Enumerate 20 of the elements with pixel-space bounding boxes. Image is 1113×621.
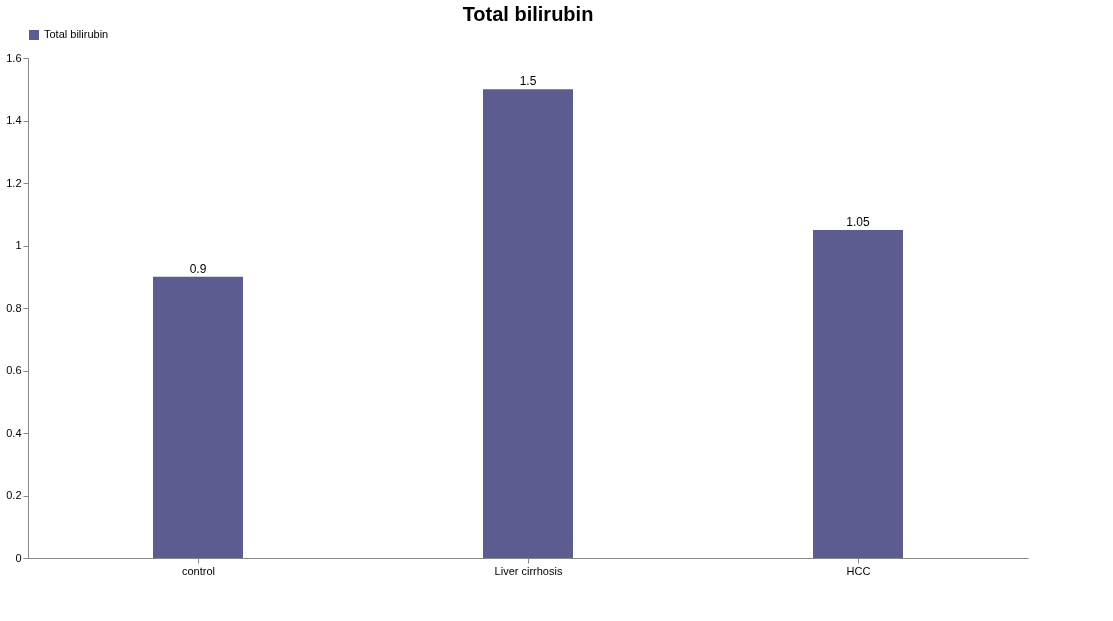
data-label: 1.5 — [519, 74, 537, 89]
bar — [483, 89, 573, 558]
y-tick-label: 1 — [15, 239, 22, 251]
y-tick-label: 0.4 — [6, 426, 22, 439]
bar — [813, 229, 903, 558]
y-tick-label: 0.2 — [6, 489, 22, 501]
y-tick-label: 1.4 — [6, 114, 22, 126]
y-tick-label: 0 — [15, 551, 22, 564]
y-tick-label: 0.8 — [6, 301, 22, 314]
x-tick-label: HCC — [846, 564, 871, 577]
x-tick-label: control — [181, 564, 216, 577]
chart-title: Total bilirubin — [462, 3, 594, 25]
y-tick-label: 0.6 — [6, 364, 22, 376]
y-tick-label: 1.2 — [6, 176, 22, 189]
data-label: 0.9 — [189, 261, 207, 276]
bar — [153, 276, 243, 558]
data-label: 1.05 — [846, 214, 870, 229]
legend-label: Total bilirubin — [44, 28, 109, 40]
x-tick-label: Liver cirrhosis — [494, 564, 563, 577]
y-tick-label: 1.6 — [6, 51, 22, 64]
